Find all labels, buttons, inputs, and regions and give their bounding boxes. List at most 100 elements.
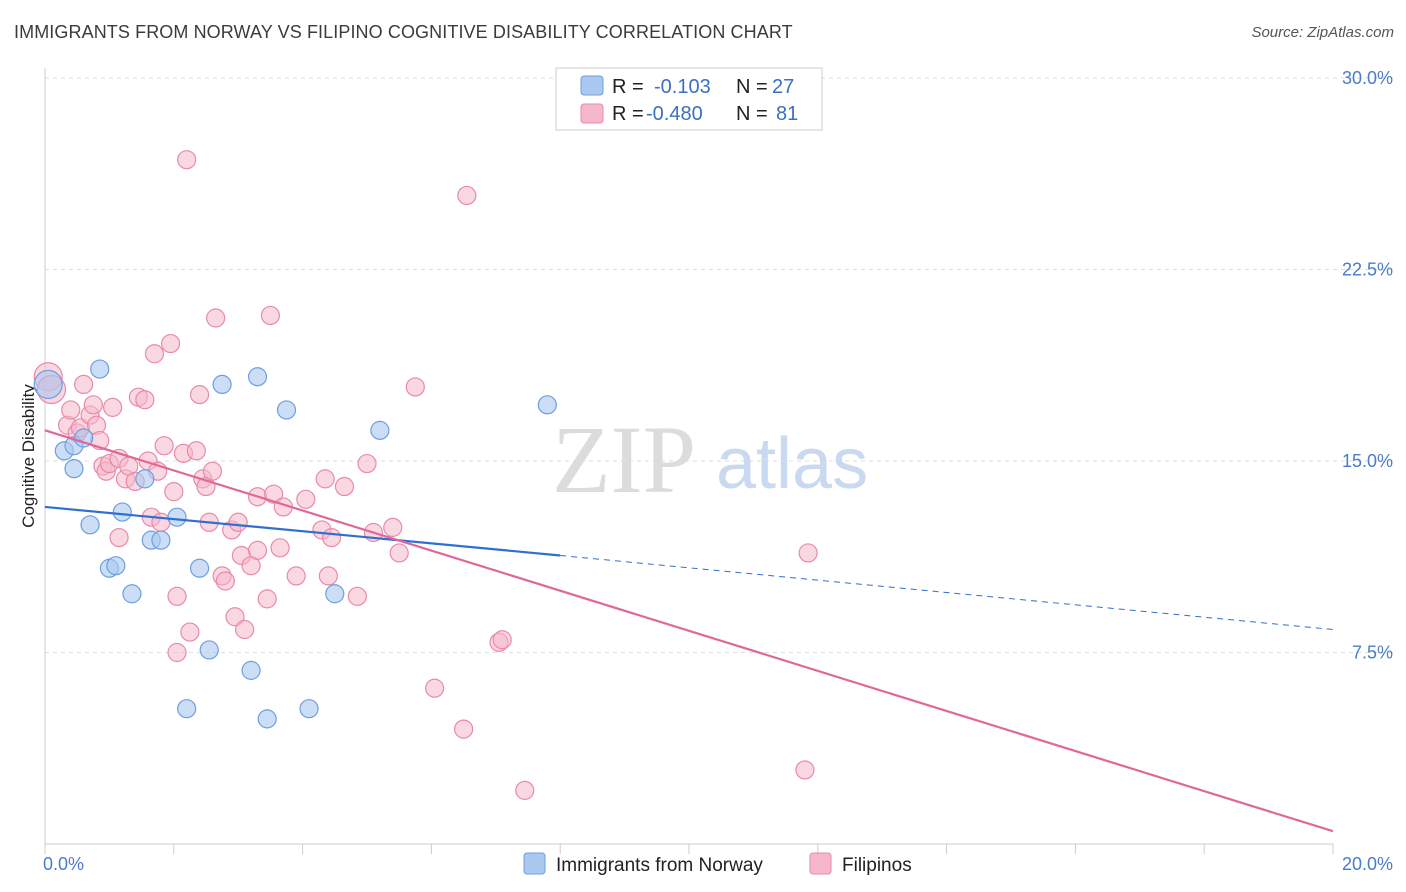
legend-r-label-norway: R = [612, 76, 644, 98]
filipino-point [154, 436, 174, 456]
legend-swatch-norway [580, 75, 604, 96]
filipino-point [795, 760, 815, 780]
norway-point [74, 428, 94, 448]
chart-title: IMMIGRANTS FROM NORWAY VS FILIPINO COGNI… [14, 22, 793, 42]
norway-point [167, 507, 187, 527]
filipino-point [164, 482, 184, 502]
x-tick-label: 0.0% [43, 854, 84, 874]
norway-point [122, 584, 142, 604]
filipino-point [160, 333, 181, 354]
filipino-point [247, 540, 268, 560]
y-tick-label: 7.5% [1352, 643, 1393, 663]
norway-point [299, 699, 319, 719]
series-filipinos [33, 150, 818, 800]
filipino-point [225, 607, 245, 627]
series-norway [33, 359, 557, 729]
x-tick-label: 20.0% [1342, 854, 1393, 874]
norway-point [276, 400, 297, 420]
legend-r-label-filipinos: R = [612, 103, 644, 125]
filipino-point [260, 305, 280, 326]
norway-point [80, 515, 100, 535]
filipino-point [405, 377, 425, 397]
y-tick-label: 15.0% [1342, 451, 1393, 471]
norway-point [189, 558, 210, 578]
filipino-point [286, 566, 306, 586]
legend-n-label-norway: N = [736, 76, 768, 98]
trend-lines [44, 429, 1334, 833]
norway-point [106, 556, 126, 576]
legend-n-label-filipinos: N = [736, 103, 768, 125]
norway-point [151, 530, 171, 550]
y-tick-label: 22.5% [1342, 260, 1393, 280]
norway-trend-line [44, 505, 561, 557]
filipino-point [383, 517, 403, 537]
norway-point [33, 369, 63, 399]
filipino-point [454, 719, 474, 739]
filipino-point [151, 512, 171, 532]
filipino-point [347, 586, 367, 606]
filipino-point [144, 344, 165, 364]
y-axis-label: Cognitive Disability [19, 384, 38, 528]
filipino-point [798, 543, 818, 563]
bottom-legend-swatch-filipinos [809, 852, 832, 875]
filipino-point [167, 586, 187, 606]
norway-point [90, 359, 110, 379]
filipino-point [296, 489, 316, 509]
filipino-point [186, 441, 206, 461]
bottom-legend-swatch-norway [523, 852, 546, 875]
filipino-point [180, 622, 200, 642]
y-tick-label: 30.0% [1342, 68, 1393, 88]
filipino-point [270, 538, 290, 558]
norway-point [537, 395, 557, 415]
norway-point [135, 469, 155, 489]
filipino-point [202, 461, 223, 481]
norway-point [64, 459, 84, 479]
norway-point [112, 502, 132, 522]
filipino-point [103, 397, 123, 417]
watermark-atlas: atlas [716, 424, 868, 504]
norway-trend-extension [560, 554, 1334, 631]
filipino-point [492, 630, 512, 650]
legend-r-value-norway: -0.103 [654, 76, 711, 98]
chart-source: Source: ZipAtlas.com [1251, 24, 1394, 41]
norway-point [370, 420, 390, 440]
filipino-point [389, 543, 409, 563]
top-legend: R = -0.103 N = 27 R = -0.480 N = 81 [555, 67, 823, 131]
tick-labels: 7.5% 15.0% 22.5% 30.0% 0.0% 20.0% [43, 68, 1393, 874]
norway-point [177, 699, 197, 719]
legend-n-value-norway: 27 [772, 76, 794, 98]
grid-lines [44, 77, 1393, 854]
norway-point [199, 640, 219, 660]
bottom-legend-label-filipinos: Filipinos [842, 855, 912, 876]
filipino-point [74, 374, 94, 394]
legend-n-value-filipinos: 81 [776, 103, 798, 125]
filipino-point [177, 150, 197, 170]
norway-point [212, 374, 232, 394]
filipino-point [167, 642, 187, 663]
filipino-point [318, 566, 338, 586]
filipino-point [321, 527, 342, 548]
filipino-point [61, 400, 81, 420]
filipino-trend-line [44, 429, 1334, 833]
filipino-point [109, 527, 129, 548]
watermark-zip: ZIP [552, 406, 696, 513]
norway-point [241, 660, 261, 680]
axes [44, 68, 1333, 845]
norway-point [257, 709, 277, 729]
bottom-legend: Immigrants from Norway Filipinos [523, 852, 912, 876]
filipino-point [457, 185, 477, 206]
filipino-point [135, 390, 155, 410]
legend-r-value-filipinos: -0.480 [646, 103, 703, 125]
filipino-point [357, 453, 377, 474]
filipino-point [315, 469, 335, 489]
bottom-legend-label-norway: Immigrants from Norway [556, 855, 763, 876]
filipino-point [228, 512, 248, 532]
filipino-point [257, 589, 277, 609]
filipino-point [189, 385, 210, 405]
filipino-point [264, 484, 284, 504]
filipino-point [235, 619, 255, 640]
filipino-point [206, 308, 226, 328]
watermark: ZIP atlas [552, 406, 868, 513]
filipino-point [215, 571, 235, 591]
